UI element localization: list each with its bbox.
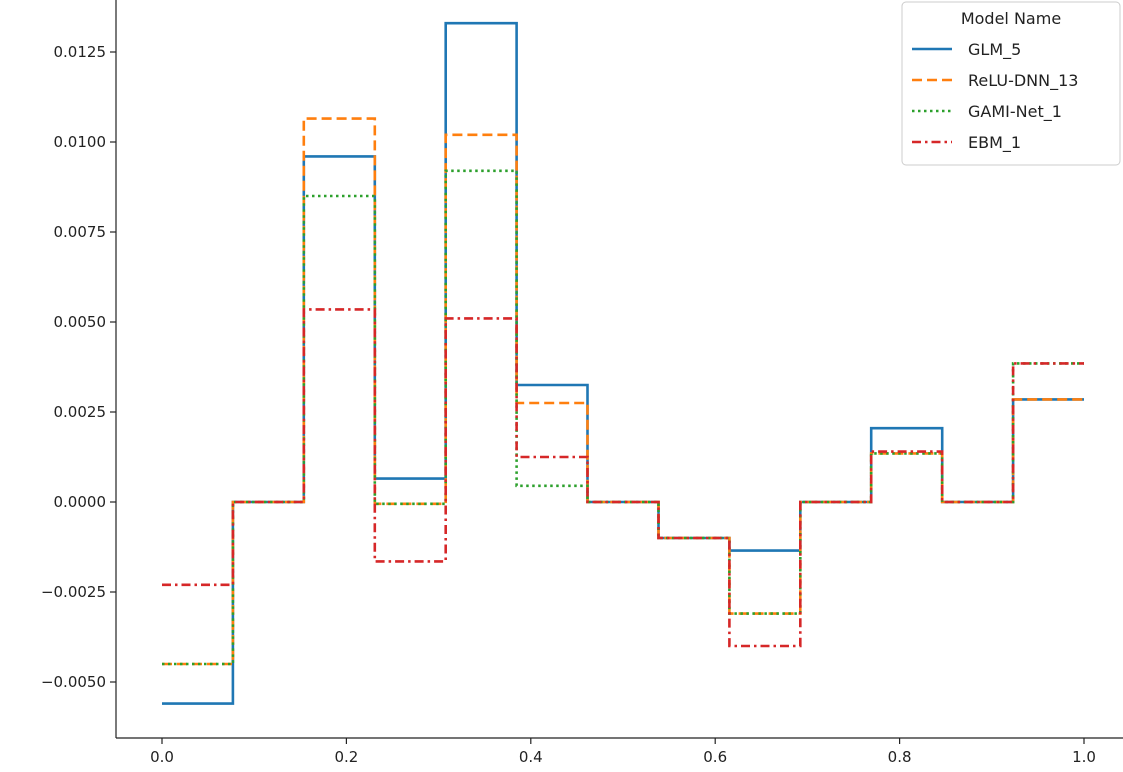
y-tick-label: 0.0000	[54, 493, 107, 511]
y-tick-label: 0.0100	[54, 133, 107, 151]
y-tick-label: 0.0075	[54, 223, 107, 241]
x-ticks: 0.0 0.2 0.4 0.6 0.8 1.0	[150, 738, 1096, 766]
y-tick-label: 0.0050	[54, 313, 107, 331]
legend-label: EBM_1	[968, 133, 1021, 153]
legend: Model Name GLM_5 ReLU-DNN_13 GAMI-Net_1 EBM…	[901, 1, 1121, 166]
legend-title: Model Name	[961, 9, 1061, 28]
series-line-ebm-1	[162, 308, 1084, 648]
legend-label: GLM_5	[968, 40, 1021, 60]
legend-label: GAMI-Net_1	[968, 102, 1062, 122]
y-ticks: −0.0050 −0.0025 0.0000 0.0025 0.0050 0.0075 0.…	[41, 43, 116, 691]
series-line-relu-dnn-13	[162, 117, 1084, 666]
x-tick-label: 0.8	[888, 748, 912, 766]
axes	[115, 0, 1123, 739]
legend-frame	[901, 1, 1121, 166]
series-layer	[162, 21, 1084, 705]
series-line-glm-5	[162, 21, 1084, 705]
x-tick-label: 0.4	[519, 748, 543, 766]
y-tick-label: 0.0125	[54, 43, 107, 61]
y-tick-label: 0.0025	[54, 403, 107, 421]
series-line-gami-net-1	[162, 169, 1084, 666]
y-tick-label: −0.0025	[41, 583, 106, 601]
x-tick-label: 1.0	[1072, 748, 1096, 766]
x-tick-label: 0.2	[334, 748, 358, 766]
legend-label: ReLU-DNN_13	[968, 71, 1078, 91]
x-tick-label: 0.6	[703, 748, 727, 766]
x-tick-label: 0.0	[150, 748, 174, 766]
y-tick-label: −0.0050	[41, 673, 106, 691]
legend-items: GLM_5 ReLU-DNN_13 GAMI-Net_1 EBM_1	[912, 40, 1078, 153]
